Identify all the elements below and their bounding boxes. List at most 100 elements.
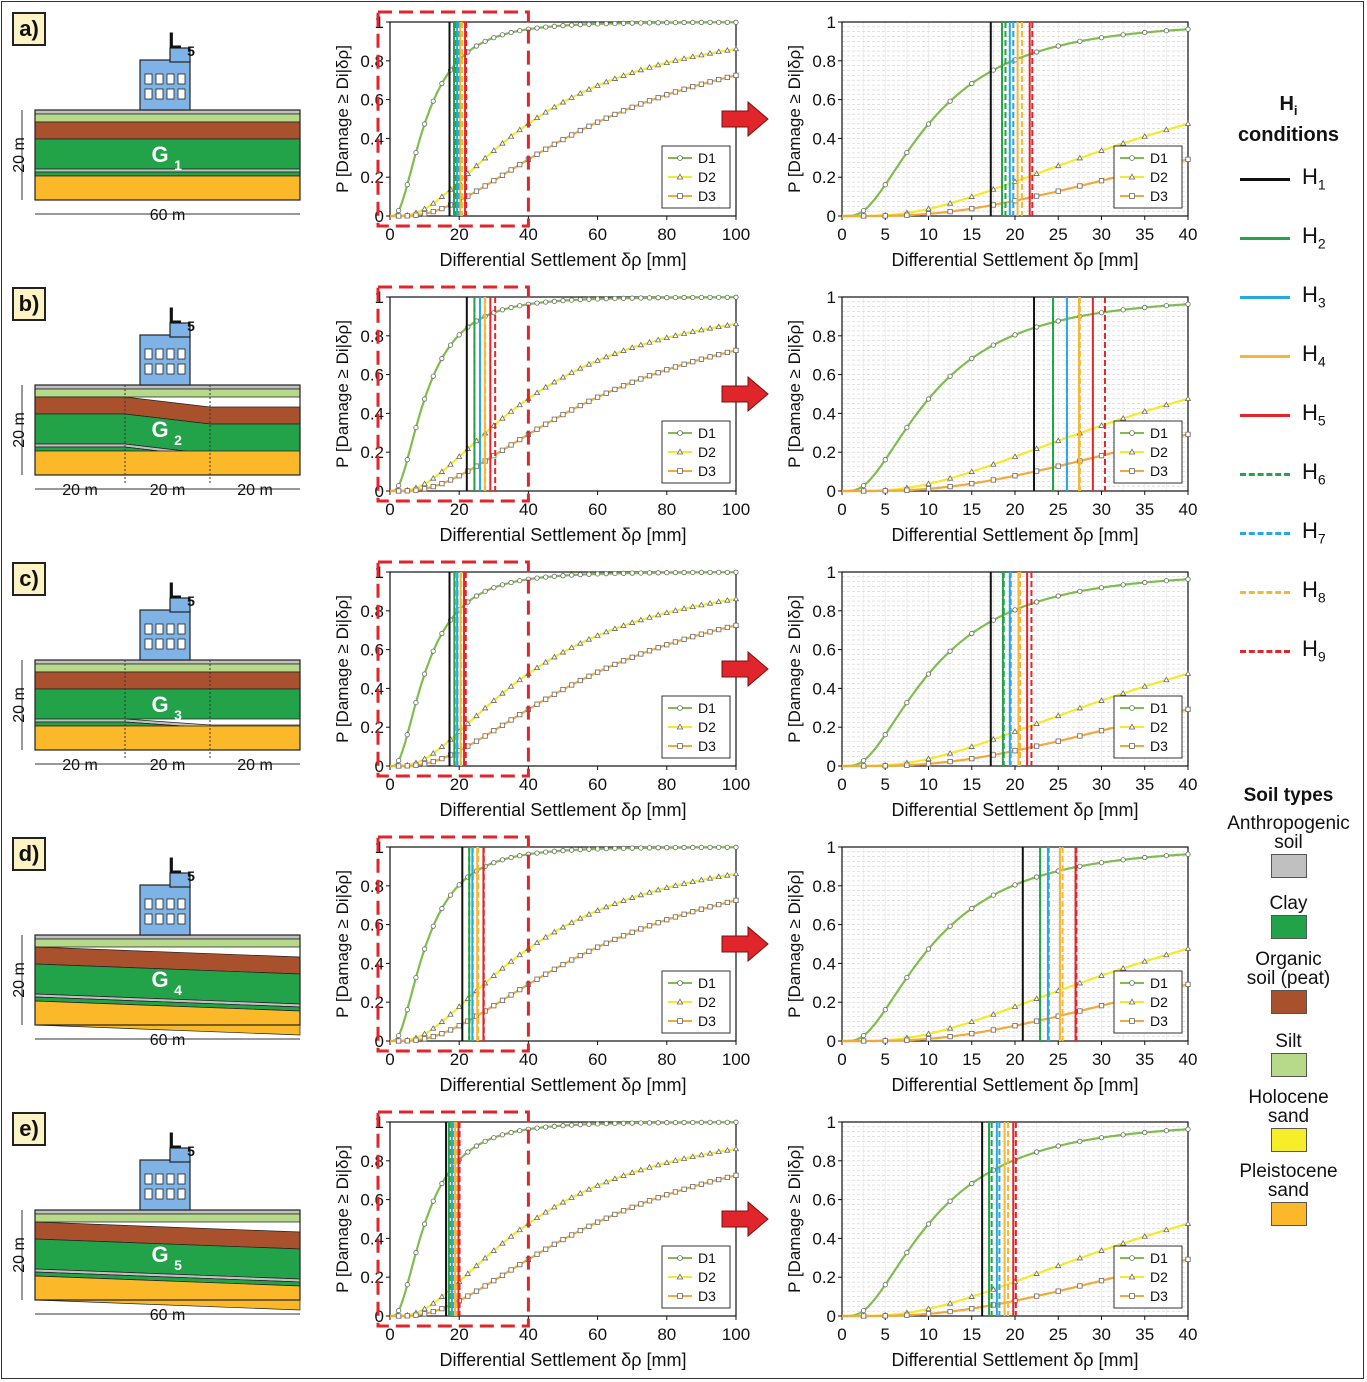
y-tick-label: 0.8 — [812, 52, 836, 71]
point-D1 — [646, 20, 653, 26]
legend-label-D3: D3 — [1150, 188, 1168, 204]
point-D2 — [1184, 120, 1192, 126]
point-D3 — [1098, 728, 1105, 734]
point-D1 — [681, 844, 687, 851]
soil-profile-1: L 5 G 1 20 m 60 m — [11, 28, 301, 224]
point-D2 — [1141, 408, 1148, 414]
point-D2 — [421, 755, 428, 762]
point-D1 — [1034, 324, 1040, 330]
soil-layer — [34, 938, 301, 948]
point-D1 — [716, 1119, 722, 1125]
point-D3 — [904, 212, 910, 218]
point-D1 — [724, 1119, 730, 1125]
point-D2 — [1011, 178, 1019, 184]
point-D2 — [568, 919, 575, 925]
x-tick-label: 40 — [519, 1325, 538, 1344]
width-label: 60 m — [150, 1032, 186, 1049]
legend-marker — [677, 743, 683, 749]
x-tick-label: 20 — [1006, 225, 1025, 244]
point-D3 — [439, 481, 445, 487]
point-D3 — [1034, 743, 1040, 749]
soil-legend-label: Anthropogenic soil — [1227, 813, 1350, 853]
point-D2 — [1033, 445, 1040, 451]
point-D1 — [396, 1032, 402, 1039]
width-label: 20 m — [150, 482, 186, 499]
point-D3 — [690, 1184, 696, 1190]
building-window — [144, 913, 153, 925]
point-D1 — [638, 20, 644, 26]
point-D2 — [706, 599, 714, 606]
point-D3 — [1185, 156, 1191, 162]
point-D3 — [612, 936, 618, 943]
point-D1 — [430, 648, 436, 654]
point-D3 — [499, 722, 506, 728]
chart-d-zoom: 0 5 10 15 20 25 30 35 40 0 0.2 0.4 0.6 0.8 1 Differenti… — [785, 838, 1197, 1095]
point-D2 — [473, 1262, 480, 1269]
point-D1 — [861, 757, 867, 764]
point-D1 — [969, 1180, 975, 1187]
x-axis-label: Differential Settlement δρ [mm] — [439, 1350, 686, 1370]
zoom-box — [376, 1110, 530, 1328]
point-D1 — [396, 482, 402, 489]
point-D3 — [655, 645, 661, 651]
point-D1 — [690, 1119, 696, 1126]
y-axis-label: P [Damage ≥ Di|δρ] — [785, 45, 804, 193]
point-D1 — [586, 296, 592, 302]
point-D3 — [646, 373, 653, 379]
x-tick-label: 10 — [919, 775, 938, 794]
point-D2 — [689, 603, 696, 610]
point-D1 — [508, 854, 514, 861]
legend-marker — [1129, 430, 1135, 436]
x-tick-label: 100 — [722, 500, 750, 519]
point-D1 — [664, 20, 670, 26]
point-D3 — [517, 987, 523, 993]
point-D3 — [413, 1312, 419, 1318]
point-D2 — [516, 951, 523, 958]
point-D3 — [491, 1003, 497, 1009]
h-legend-swatch — [1240, 591, 1290, 594]
point-D1 — [1098, 860, 1105, 866]
point-D1 — [560, 1123, 566, 1129]
point-D3 — [716, 76, 722, 83]
building-window — [144, 88, 153, 100]
soil-legend-item-peat: Organic soil (peat) — [1210, 950, 1367, 1014]
point-D2 — [654, 611, 662, 618]
point-D1 — [577, 1122, 583, 1128]
zoom-arrow — [721, 925, 769, 963]
y-tick-label: 0.2 — [812, 168, 836, 187]
point-D1 — [517, 28, 523, 34]
point-D3 — [1055, 463, 1061, 469]
point-D3 — [664, 642, 670, 648]
point-D3 — [861, 763, 867, 769]
chart-a-zoom: 0 5 10 15 20 25 30 35 40 0 0.2 0.4 0.6 0.8 1 Differenti… — [785, 13, 1197, 270]
point-D3 — [1077, 183, 1083, 189]
point-D2 — [629, 1169, 636, 1175]
point-D1 — [629, 20, 635, 26]
y-tick-label: 0.6 — [360, 1191, 384, 1210]
y-tick-label: 0 — [375, 757, 384, 776]
point-D1 — [681, 1119, 687, 1126]
point-D2 — [990, 186, 997, 192]
point-D3 — [421, 211, 428, 217]
building-window — [177, 363, 186, 375]
h-legend-label: H6 — [1302, 459, 1326, 488]
soil-legend-swatch — [1270, 915, 1307, 939]
point-D2 — [680, 880, 688, 886]
legend-label-D1: D1 — [698, 700, 716, 716]
y-axis-label: P [Damage ≥ Di|δρ] — [333, 595, 352, 743]
point-D3 — [499, 172, 506, 178]
point-D1 — [638, 295, 644, 301]
point-D3 — [1098, 1278, 1105, 1284]
point-D2 — [559, 98, 567, 105]
point-D3 — [577, 127, 583, 134]
x-axis-label: Differential Settlement δρ [mm] — [891, 800, 1138, 820]
y-tick-label: 0.4 — [812, 954, 836, 973]
point-D2 — [464, 1270, 472, 1276]
figure-row-svg: L 5G 420 m60 m0 20 40 60 80 10000.20.40.60.81Di… — [11, 835, 1197, 1095]
point-D2 — [603, 628, 610, 635]
legend-label-D3: D3 — [1150, 1013, 1168, 1029]
point-D1 — [969, 355, 975, 362]
legend-marker — [1129, 1018, 1135, 1024]
point-D2 — [1098, 1247, 1105, 1253]
